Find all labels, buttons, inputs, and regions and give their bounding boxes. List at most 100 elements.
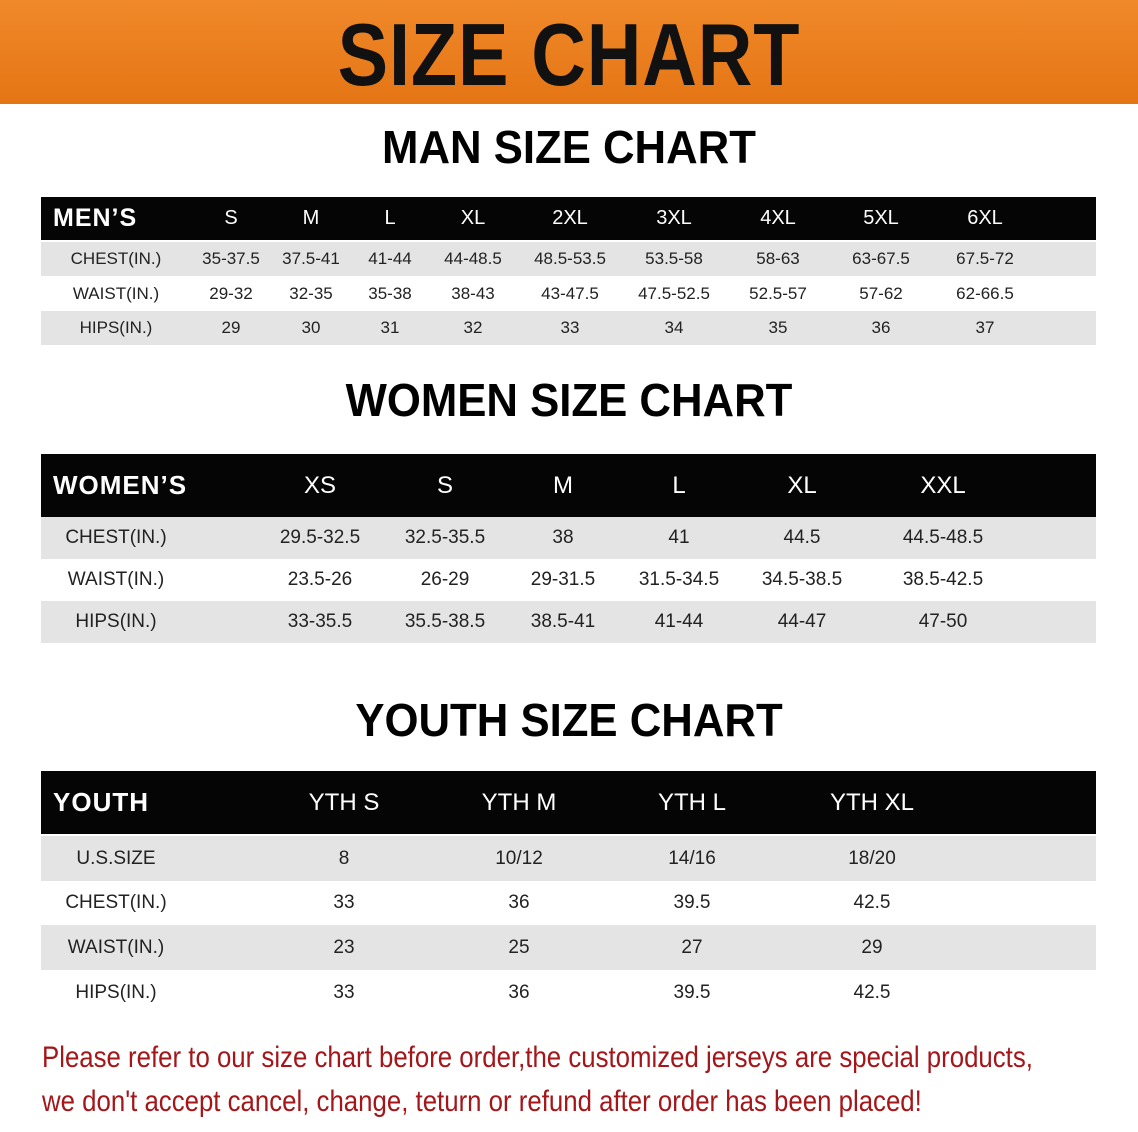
table-cell: 36 (508, 982, 530, 1003)
table-row: WAIST(IN.) 29-32 32-35 35-38 38-43 43-47.5 47.… (41, 277, 1096, 311)
table-row: WAIST(IN.) 23.5-26 26-29 29-31.5 31.5-34.5 34… (41, 559, 1096, 601)
row-label: HIPS(IN.) (75, 611, 157, 632)
youth-size-table: YOUTH YTH S YTH M YTH L YTH XL U.S.SIZE 8 10/12… (41, 771, 1096, 1015)
table-cell: 36 (508, 892, 530, 913)
size-header: XL (460, 207, 486, 229)
table-cell: 41-44 (654, 611, 704, 632)
size-header: 3XL (656, 207, 692, 229)
table-cell: 34.5-38.5 (761, 569, 843, 590)
table-cell: 48.5-53.5 (534, 249, 606, 268)
table-cell: 57-62 (859, 284, 903, 303)
table-row: CHEST(IN.) 35-37.5 37.5-41 41-44 44-48.5 48.5… (41, 242, 1096, 276)
table-cell: 23.5-26 (287, 569, 353, 590)
table-cell: 37 (975, 318, 995, 337)
row-label: U.S.SIZE (76, 848, 156, 869)
women-section-title: WOMEN SIZE CHART (345, 374, 793, 426)
table-cell: 63-67.5 (852, 249, 910, 268)
men-header-row: MEN’S S M L XL 2XL 3XL 4XL 5XL 6XL (41, 197, 1096, 240)
table-cell: 38 (552, 527, 574, 548)
table-cell: 42.5 (853, 892, 891, 913)
table-row: HIPS(IN.) 33-35.5 35.5-38.5 38.5-41 41-44 44-… (41, 601, 1096, 643)
table-cell: 10/12 (495, 848, 543, 869)
table-row: U.S.SIZE 8 10/12 14/16 18/20 (41, 836, 1096, 881)
banner-title: SIZE CHART (337, 5, 801, 104)
table-cell: 18/20 (848, 848, 896, 869)
men-section-title: MAN SIZE CHART (382, 121, 756, 173)
size-header: XS (303, 472, 336, 499)
size-header: YTH S (308, 789, 380, 816)
table-cell: 35 (768, 318, 788, 337)
table-cell: 44.5 (783, 527, 821, 548)
table-cell: 30 (301, 318, 321, 337)
table-cell: 38-43 (451, 284, 495, 303)
table-cell: 29 (861, 937, 883, 958)
table-cell: 8 (338, 848, 350, 869)
size-header: M (553, 472, 573, 499)
table-cell: 32 (463, 318, 483, 337)
table-cell: 29-31.5 (530, 569, 596, 590)
table-cell: 29-32 (209, 284, 253, 303)
table-cell: 37.5-41 (282, 249, 340, 268)
table-cell: 31 (380, 318, 400, 337)
table-cell: 29 (221, 318, 241, 337)
table-cell: 41-44 (368, 249, 412, 268)
table-cell: 34 (664, 318, 684, 337)
table-row: WAIST(IN.) 23 25 27 29 (41, 925, 1096, 970)
table-cell: 42.5 (853, 982, 891, 1003)
table-row: CHEST(IN.) 33 36 39.5 42.5 (41, 880, 1096, 925)
table-cell: 33 (560, 318, 580, 337)
table-cell: 39.5 (673, 982, 711, 1003)
size-header: S (436, 472, 453, 499)
table-cell: 47.5-52.5 (638, 284, 710, 303)
men-size-table: MEN’S S M L XL 2XL 3XL 4XL 5XL 6XL CHEST(IN.) 35-37… (41, 197, 1096, 345)
table-cell: 47-50 (918, 611, 968, 632)
table-cell: 44-48.5 (444, 249, 502, 268)
youth-header-label: YOUTH (53, 787, 149, 817)
row-label: CHEST(IN.) (70, 249, 162, 268)
size-header: YTH XL (829, 789, 915, 816)
table-cell: 43-47.5 (541, 284, 599, 303)
size-header: L (672, 472, 686, 499)
table-cell: 53.5-58 (645, 249, 703, 268)
table-cell: 35-37.5 (202, 249, 260, 268)
size-header: YTH L (657, 789, 726, 816)
size-header: 2XL (552, 207, 588, 229)
women-header-row: WOMEN’S XS S M L XL XXL (41, 454, 1096, 517)
table-row: CHEST(IN.) 29.5-32.5 32.5-35.5 38 41 44.5 44.5… (41, 517, 1096, 559)
notice-line-2: we don't accept cancel, change, teturn o… (42, 1085, 922, 1118)
table-cell: 23 (333, 937, 355, 958)
table-cell: 33-35.5 (287, 611, 353, 632)
row-label: WAIST(IN.) (67, 937, 165, 958)
table-cell: 36 (871, 318, 891, 337)
row-label: CHEST(IN.) (65, 527, 167, 548)
row-label: HIPS(IN.) (75, 982, 157, 1003)
youth-section-title: YOUTH SIZE CHART (355, 694, 783, 746)
table-cell: 38.5-42.5 (902, 569, 984, 590)
table-cell: 32.5-35.5 (404, 527, 486, 548)
table-cell: 26-29 (420, 569, 470, 590)
table-cell: 44-47 (777, 611, 827, 632)
table-cell: 32-35 (289, 284, 333, 303)
table-cell: 14/16 (668, 848, 716, 869)
size-header: S (224, 207, 238, 229)
banner: SIZE CHART (0, 0, 1138, 104)
women-header-label: WOMEN’S (53, 470, 188, 500)
row-label: WAIST(IN.) (67, 569, 165, 590)
table-cell: 41 (668, 527, 690, 548)
table-cell: 33 (333, 892, 355, 913)
row-label: CHEST(IN.) (65, 892, 167, 913)
table-cell: 35.5-38.5 (404, 611, 486, 632)
size-header: YTH M (481, 789, 557, 816)
size-header: XXL (920, 472, 966, 499)
women-size-table: WOMEN’S XS S M L XL XXL CHEST(IN.) 29.5-32.5 32.5… (41, 454, 1096, 643)
table-cell: 31.5-34.5 (638, 569, 720, 590)
men-header-label: MEN’S (53, 204, 138, 232)
table-cell: 27 (681, 937, 703, 958)
size-header: L (384, 207, 396, 229)
size-header: 6XL (967, 207, 1003, 229)
table-row: HIPS(IN.) 29 30 31 32 33 34 35 36 37 (41, 311, 1096, 345)
size-header: M (302, 207, 320, 229)
table-cell: 25 (508, 937, 530, 958)
size-header: XL (787, 472, 817, 499)
table-cell: 35-38 (368, 284, 412, 303)
